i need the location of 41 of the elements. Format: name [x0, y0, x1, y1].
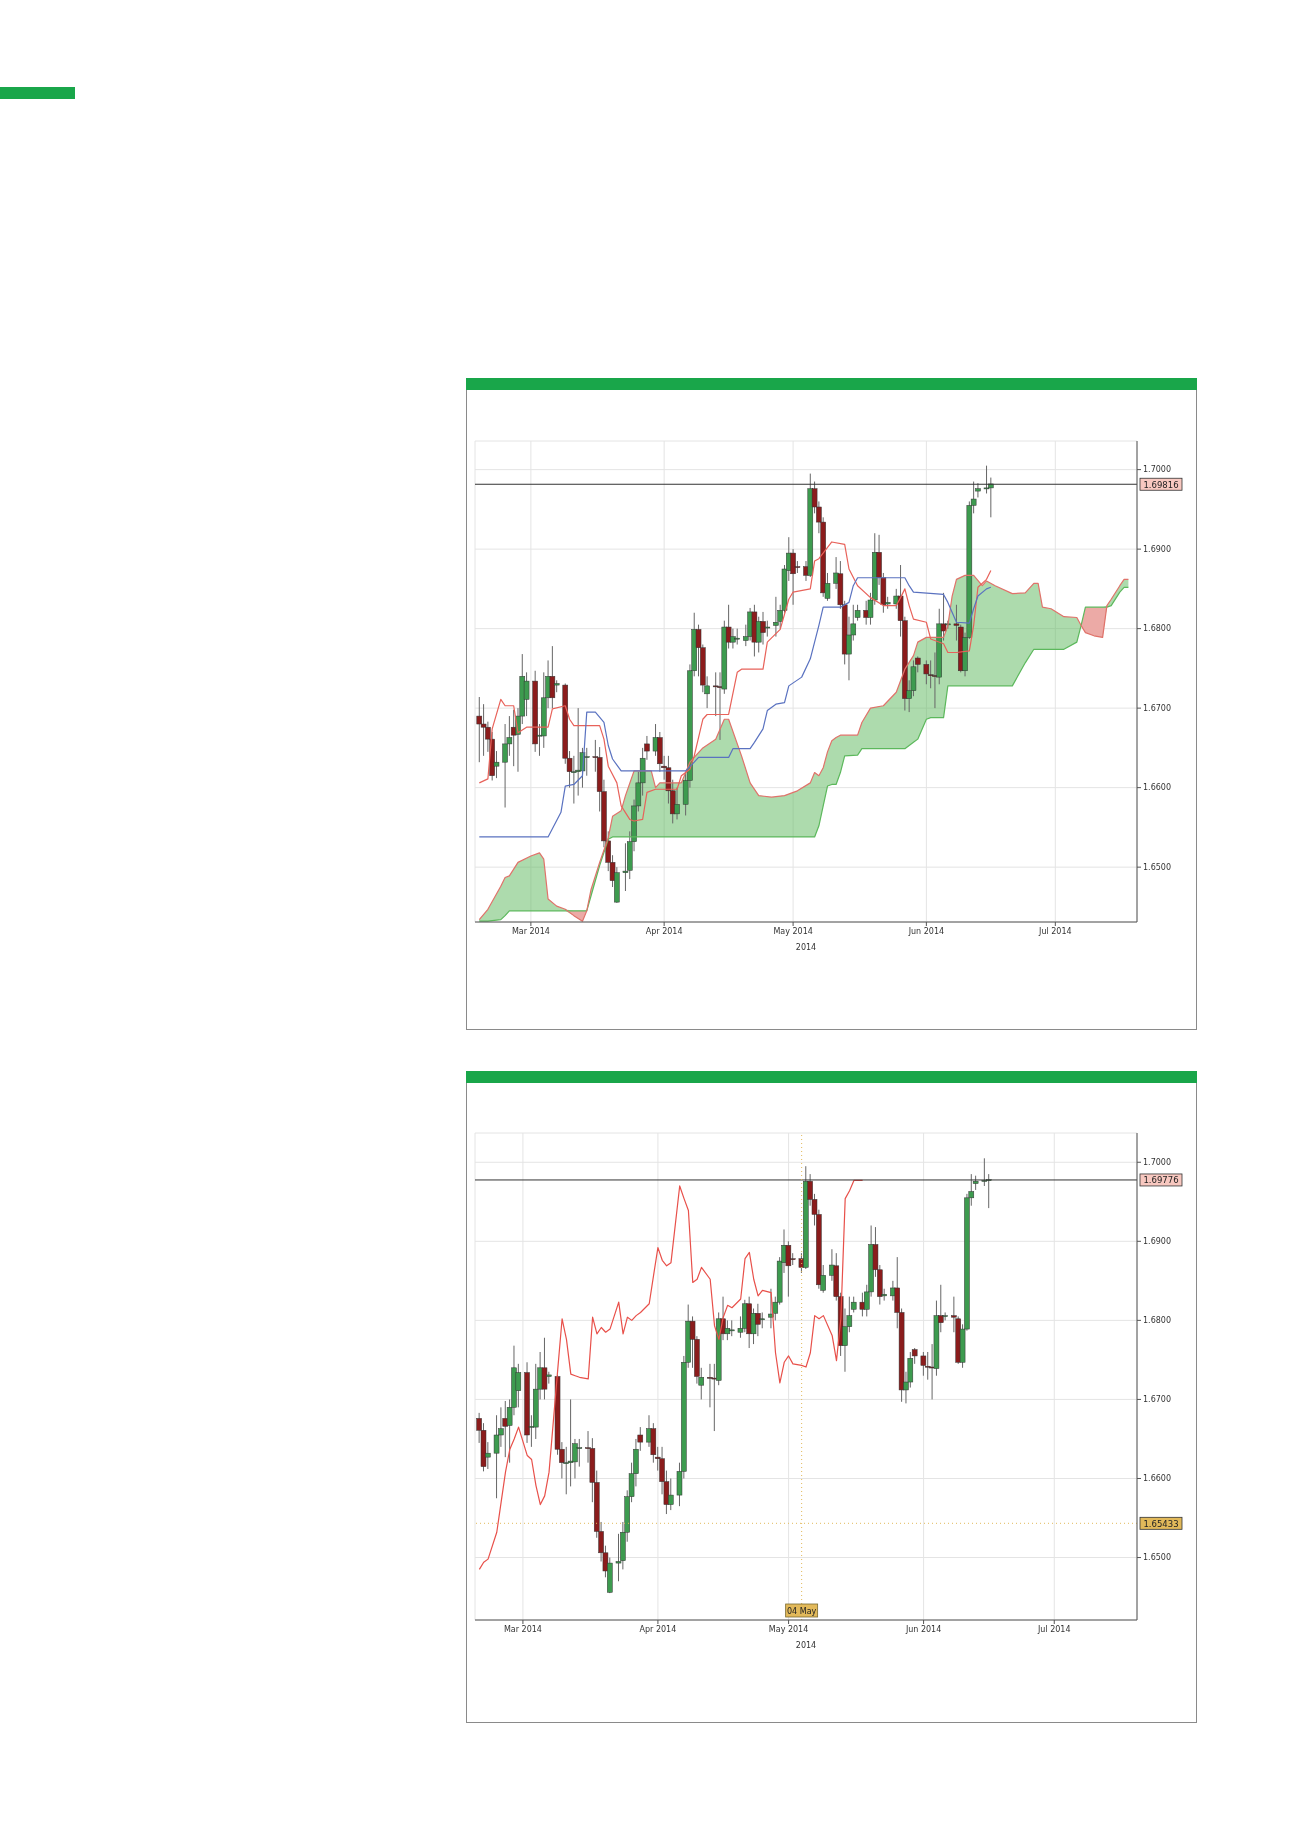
candlestick	[859, 1292, 866, 1317]
x-tick-label: Mar 2014	[503, 1624, 542, 1634]
y-tick-label: 1.7000	[1143, 465, 1171, 475]
y-tick-label: 1.6500	[1143, 862, 1171, 872]
x-tick-label: Apr 2014	[645, 926, 683, 936]
y-tick-label: 1.6600	[1143, 1474, 1171, 1484]
y-tick-label: 1.6700	[1143, 1395, 1171, 1405]
candlestick	[515, 1363, 522, 1408]
y-tick-label: 1.6600	[1143, 783, 1171, 793]
candlestick	[923, 659, 930, 685]
y-tick-label: 1.6700	[1143, 703, 1171, 713]
x-tick-label: Jun 2014	[907, 926, 945, 936]
candlestick	[576, 1438, 583, 1468]
x-tick-label: Jul 2014	[1036, 1624, 1071, 1634]
ref-line-label: 1.69816	[1143, 479, 1179, 490]
line-series	[478, 577, 992, 838]
ref-line-label: 1.69776	[1143, 1175, 1179, 1186]
y-tick-label: 1.6500	[1143, 1553, 1171, 1563]
x-tick-label: Mar 2014	[511, 926, 550, 936]
candlestick	[523, 671, 530, 717]
candlestick	[920, 1351, 927, 1377]
candlestick	[768, 1288, 774, 1329]
x-tick-label: May 2014	[768, 1624, 809, 1634]
ref-line-label: 04 May	[787, 1606, 817, 1616]
y-tick-label: 1.6900	[1143, 1237, 1171, 1247]
x-tick-label: Jul 2014	[1038, 926, 1072, 936]
ref-line-label: 1.65433	[1143, 1518, 1179, 1529]
candlestick	[707, 1363, 713, 1408]
y-tick-label: 1.6900	[1143, 544, 1171, 554]
x-axis-title: 2014	[795, 943, 817, 952]
x-tick-label: Apr 2014	[639, 1624, 677, 1634]
y-tick-label: 1.6800	[1143, 624, 1171, 634]
candlestick	[476, 696, 483, 763]
line-series	[478, 541, 992, 822]
candlestick	[924, 1351, 931, 1381]
x-tick-label: Jun 2014	[904, 1624, 942, 1634]
candlestick	[674, 787, 680, 820]
x-tick-label: May 2014	[773, 926, 813, 936]
x-axis-title: 2014	[795, 1641, 817, 1650]
y-tick-label: 1.7000	[1143, 1158, 1171, 1168]
y-tick-label: 1.6800	[1143, 1316, 1171, 1326]
